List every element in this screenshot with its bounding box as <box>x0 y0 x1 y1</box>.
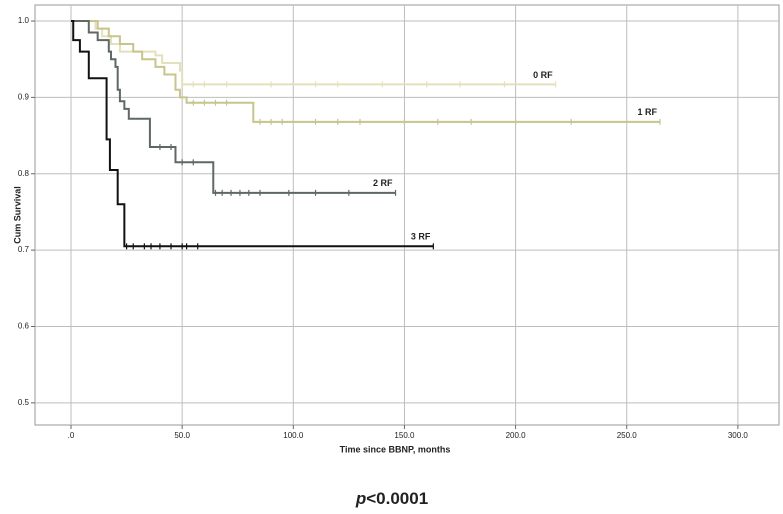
y-tick-label: 1.0 <box>18 16 30 25</box>
series-label: 1 RF <box>638 107 658 117</box>
x-tick-label: 100.0 <box>283 431 304 440</box>
y-axis-label: Cum Survival <box>12 186 22 244</box>
y-tick-label: 0.9 <box>18 93 30 102</box>
plot-frame <box>34 4 780 426</box>
series-label: 2 RF <box>373 178 393 188</box>
p-value: p<0.0001 <box>355 489 428 508</box>
x-tick-label: 150.0 <box>394 431 415 440</box>
x-tick-label: .0 <box>68 431 75 440</box>
x-axis-label: Time since BBNP, months <box>340 444 451 454</box>
p-threshold: <0.0001 <box>366 489 428 508</box>
y-tick-label: 0.5 <box>18 398 30 407</box>
y-tick-label: 0.6 <box>18 322 30 331</box>
y-tick-label: 0.7 <box>18 245 30 254</box>
y-tick-label: 0.8 <box>18 169 30 178</box>
p-symbol: p <box>355 489 366 508</box>
x-tick-label: 50.0 <box>174 431 190 440</box>
x-tick-label: 200.0 <box>506 431 527 440</box>
x-tick-label: 250.0 <box>617 431 638 440</box>
survival-curve <box>71 20 556 86</box>
survival-curve <box>71 20 434 248</box>
x-tick-label: 300.0 <box>728 431 749 440</box>
survival-curve <box>71 20 661 123</box>
series-label: 3 RF <box>411 232 431 242</box>
series-label: 0 RF <box>533 70 553 80</box>
